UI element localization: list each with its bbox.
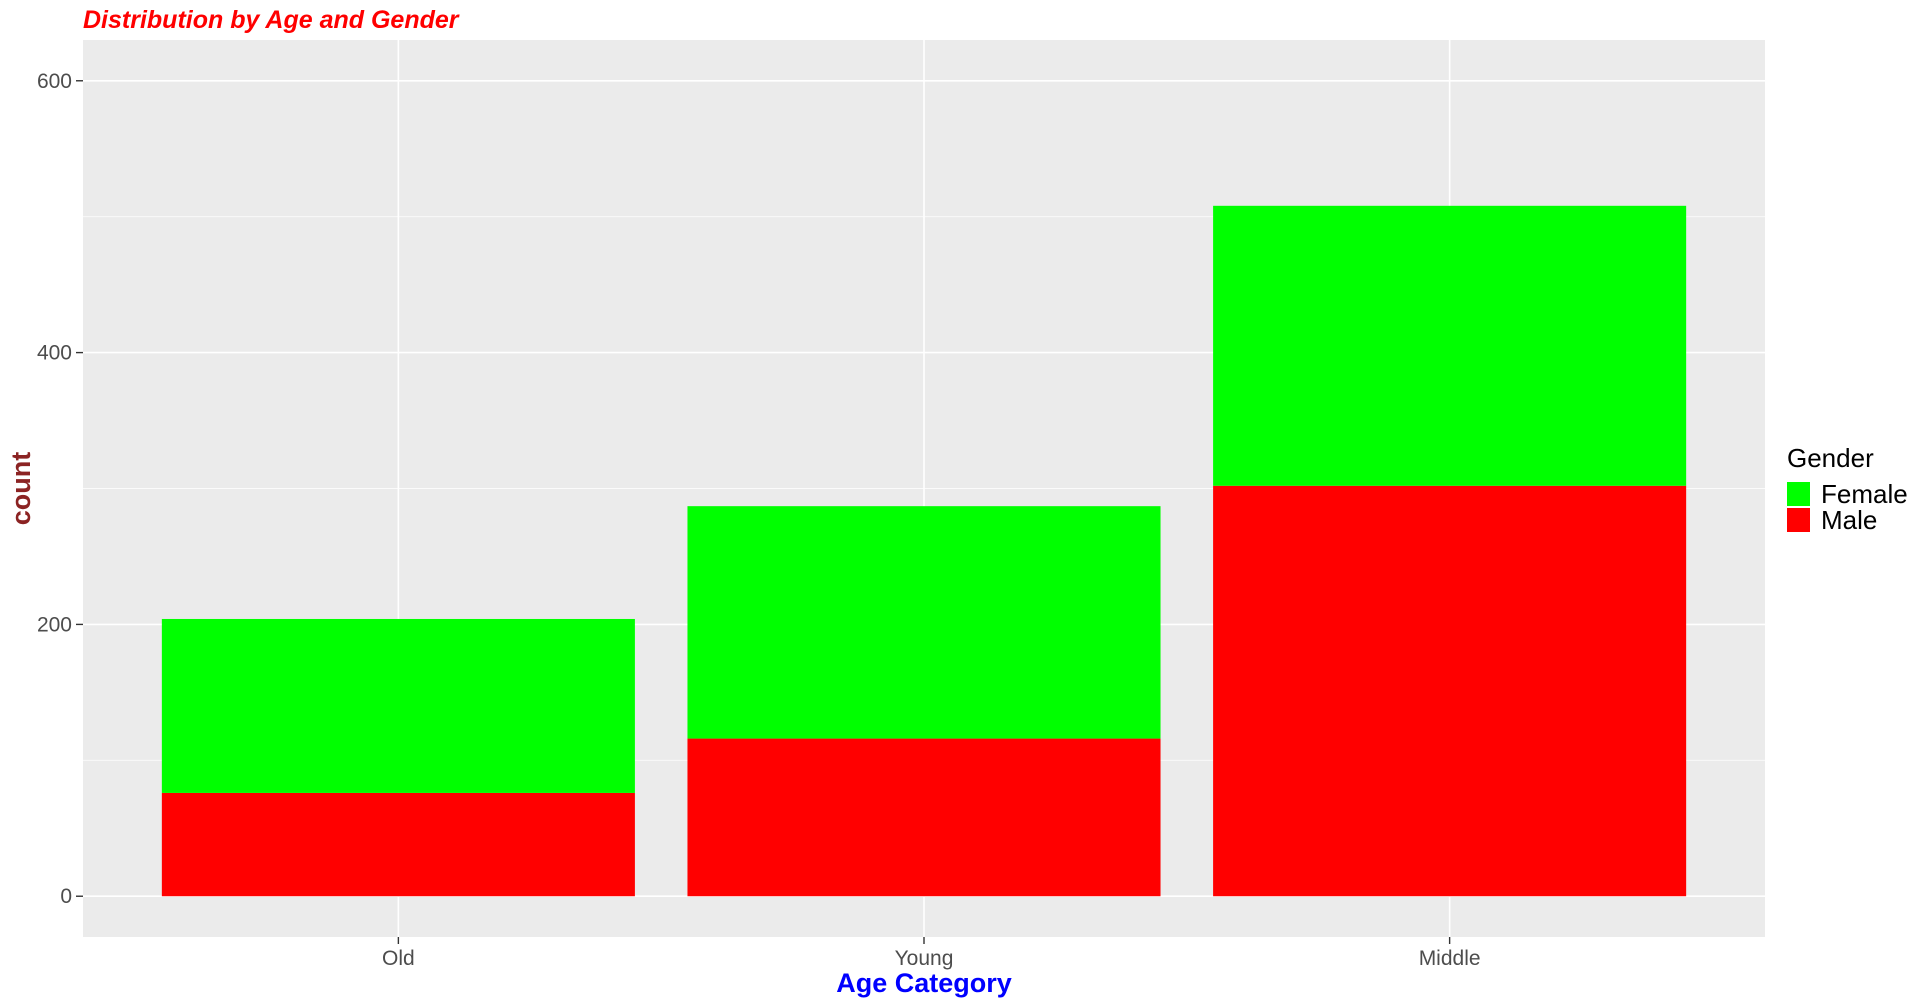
legend-label-male: Male: [1821, 505, 1877, 535]
legend-title: Gender: [1787, 443, 1874, 473]
y-tick-label: 400: [37, 342, 72, 365]
x-tick-label: Old: [382, 947, 415, 970]
bars: [161, 205, 1687, 897]
x-tick-label: Young: [895, 947, 954, 970]
y-tick-label: 600: [37, 70, 72, 93]
x-axis-label: Age Category: [836, 968, 1012, 998]
bar-male-young: [687, 738, 1161, 897]
bar-male-middle: [1213, 485, 1687, 897]
bar-female-middle: [1213, 205, 1687, 486]
y-axis: 0 200 400 600: [37, 70, 83, 908]
x-tick-label: Middle: [1419, 947, 1481, 970]
chart-title: Distribution by Age and Gender: [83, 6, 460, 34]
y-tick-label: 0: [60, 885, 72, 908]
y-tick-label: 200: [37, 613, 72, 636]
y-axis-label: count: [6, 452, 36, 526]
x-axis: Old Young Middle: [382, 937, 1481, 970]
legend-label-female: Female: [1821, 479, 1908, 509]
bar-male-old: [161, 792, 635, 897]
legend-key-female: [1787, 482, 1810, 506]
bar-female-old: [161, 618, 635, 793]
legend-key-male: [1787, 508, 1810, 532]
bar-female-young: [687, 506, 1161, 739]
